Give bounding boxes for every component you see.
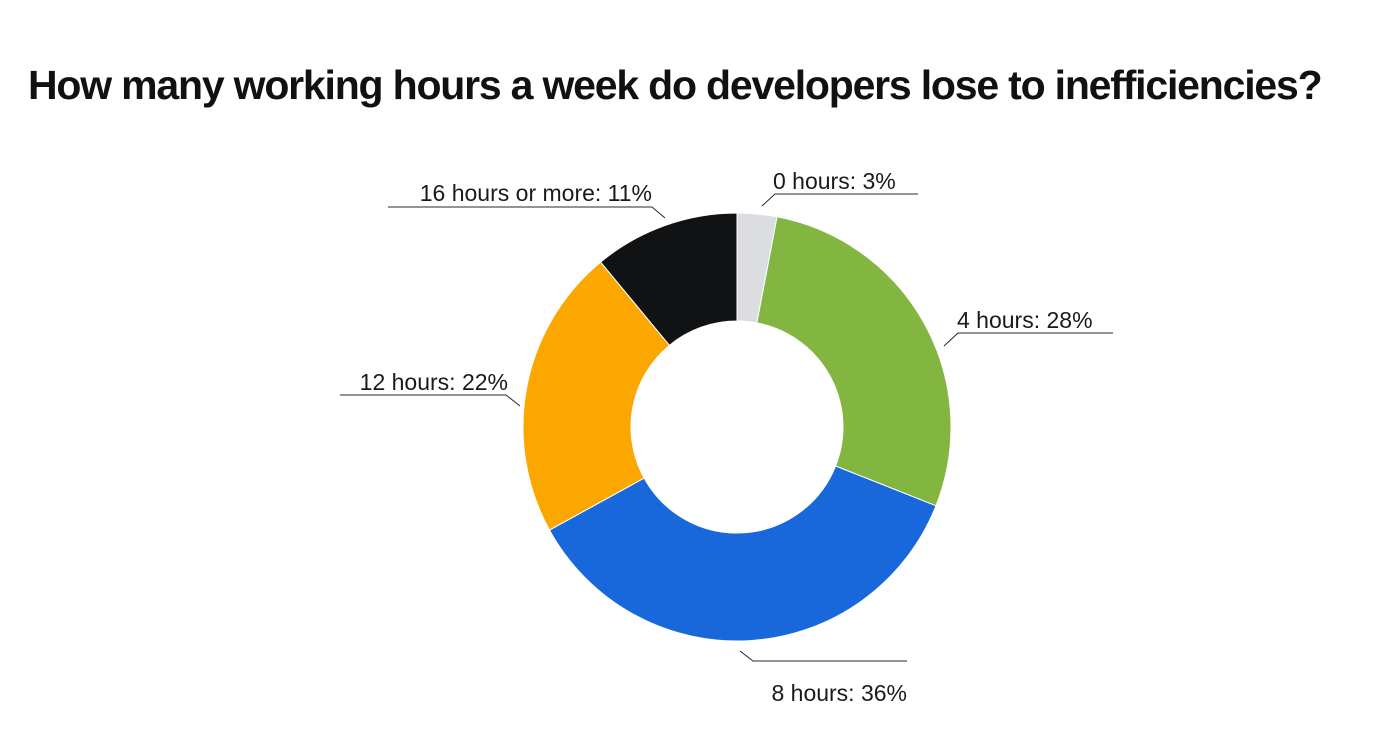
leader-line xyxy=(761,193,918,207)
donut-slice-4-hours xyxy=(756,216,952,507)
slices-group xyxy=(522,212,952,642)
slice-label: 16 hours or more: 11% xyxy=(420,180,652,206)
labels-group: 0 hours: 3% 4 hours: 28% 8 hours: 36% 12 ho… xyxy=(340,168,1113,706)
slice-label: 8 hours: 36% xyxy=(771,680,907,706)
slice-label: 4 hours: 28% xyxy=(957,307,1093,333)
donut-slice-8-hours xyxy=(548,465,937,642)
slice-label: 12 hours: 22% xyxy=(360,369,508,395)
slice-label: 0 hours: 3% xyxy=(773,168,896,194)
donut-slice-12-hours xyxy=(522,261,671,531)
leader-line xyxy=(388,206,666,219)
leader-line xyxy=(739,650,907,662)
chart-title: How many working hours a week do develop… xyxy=(28,62,1323,108)
donut-slice-16-hours-or-more xyxy=(599,212,738,347)
leader-line xyxy=(943,332,1113,347)
leader-line xyxy=(340,394,521,407)
